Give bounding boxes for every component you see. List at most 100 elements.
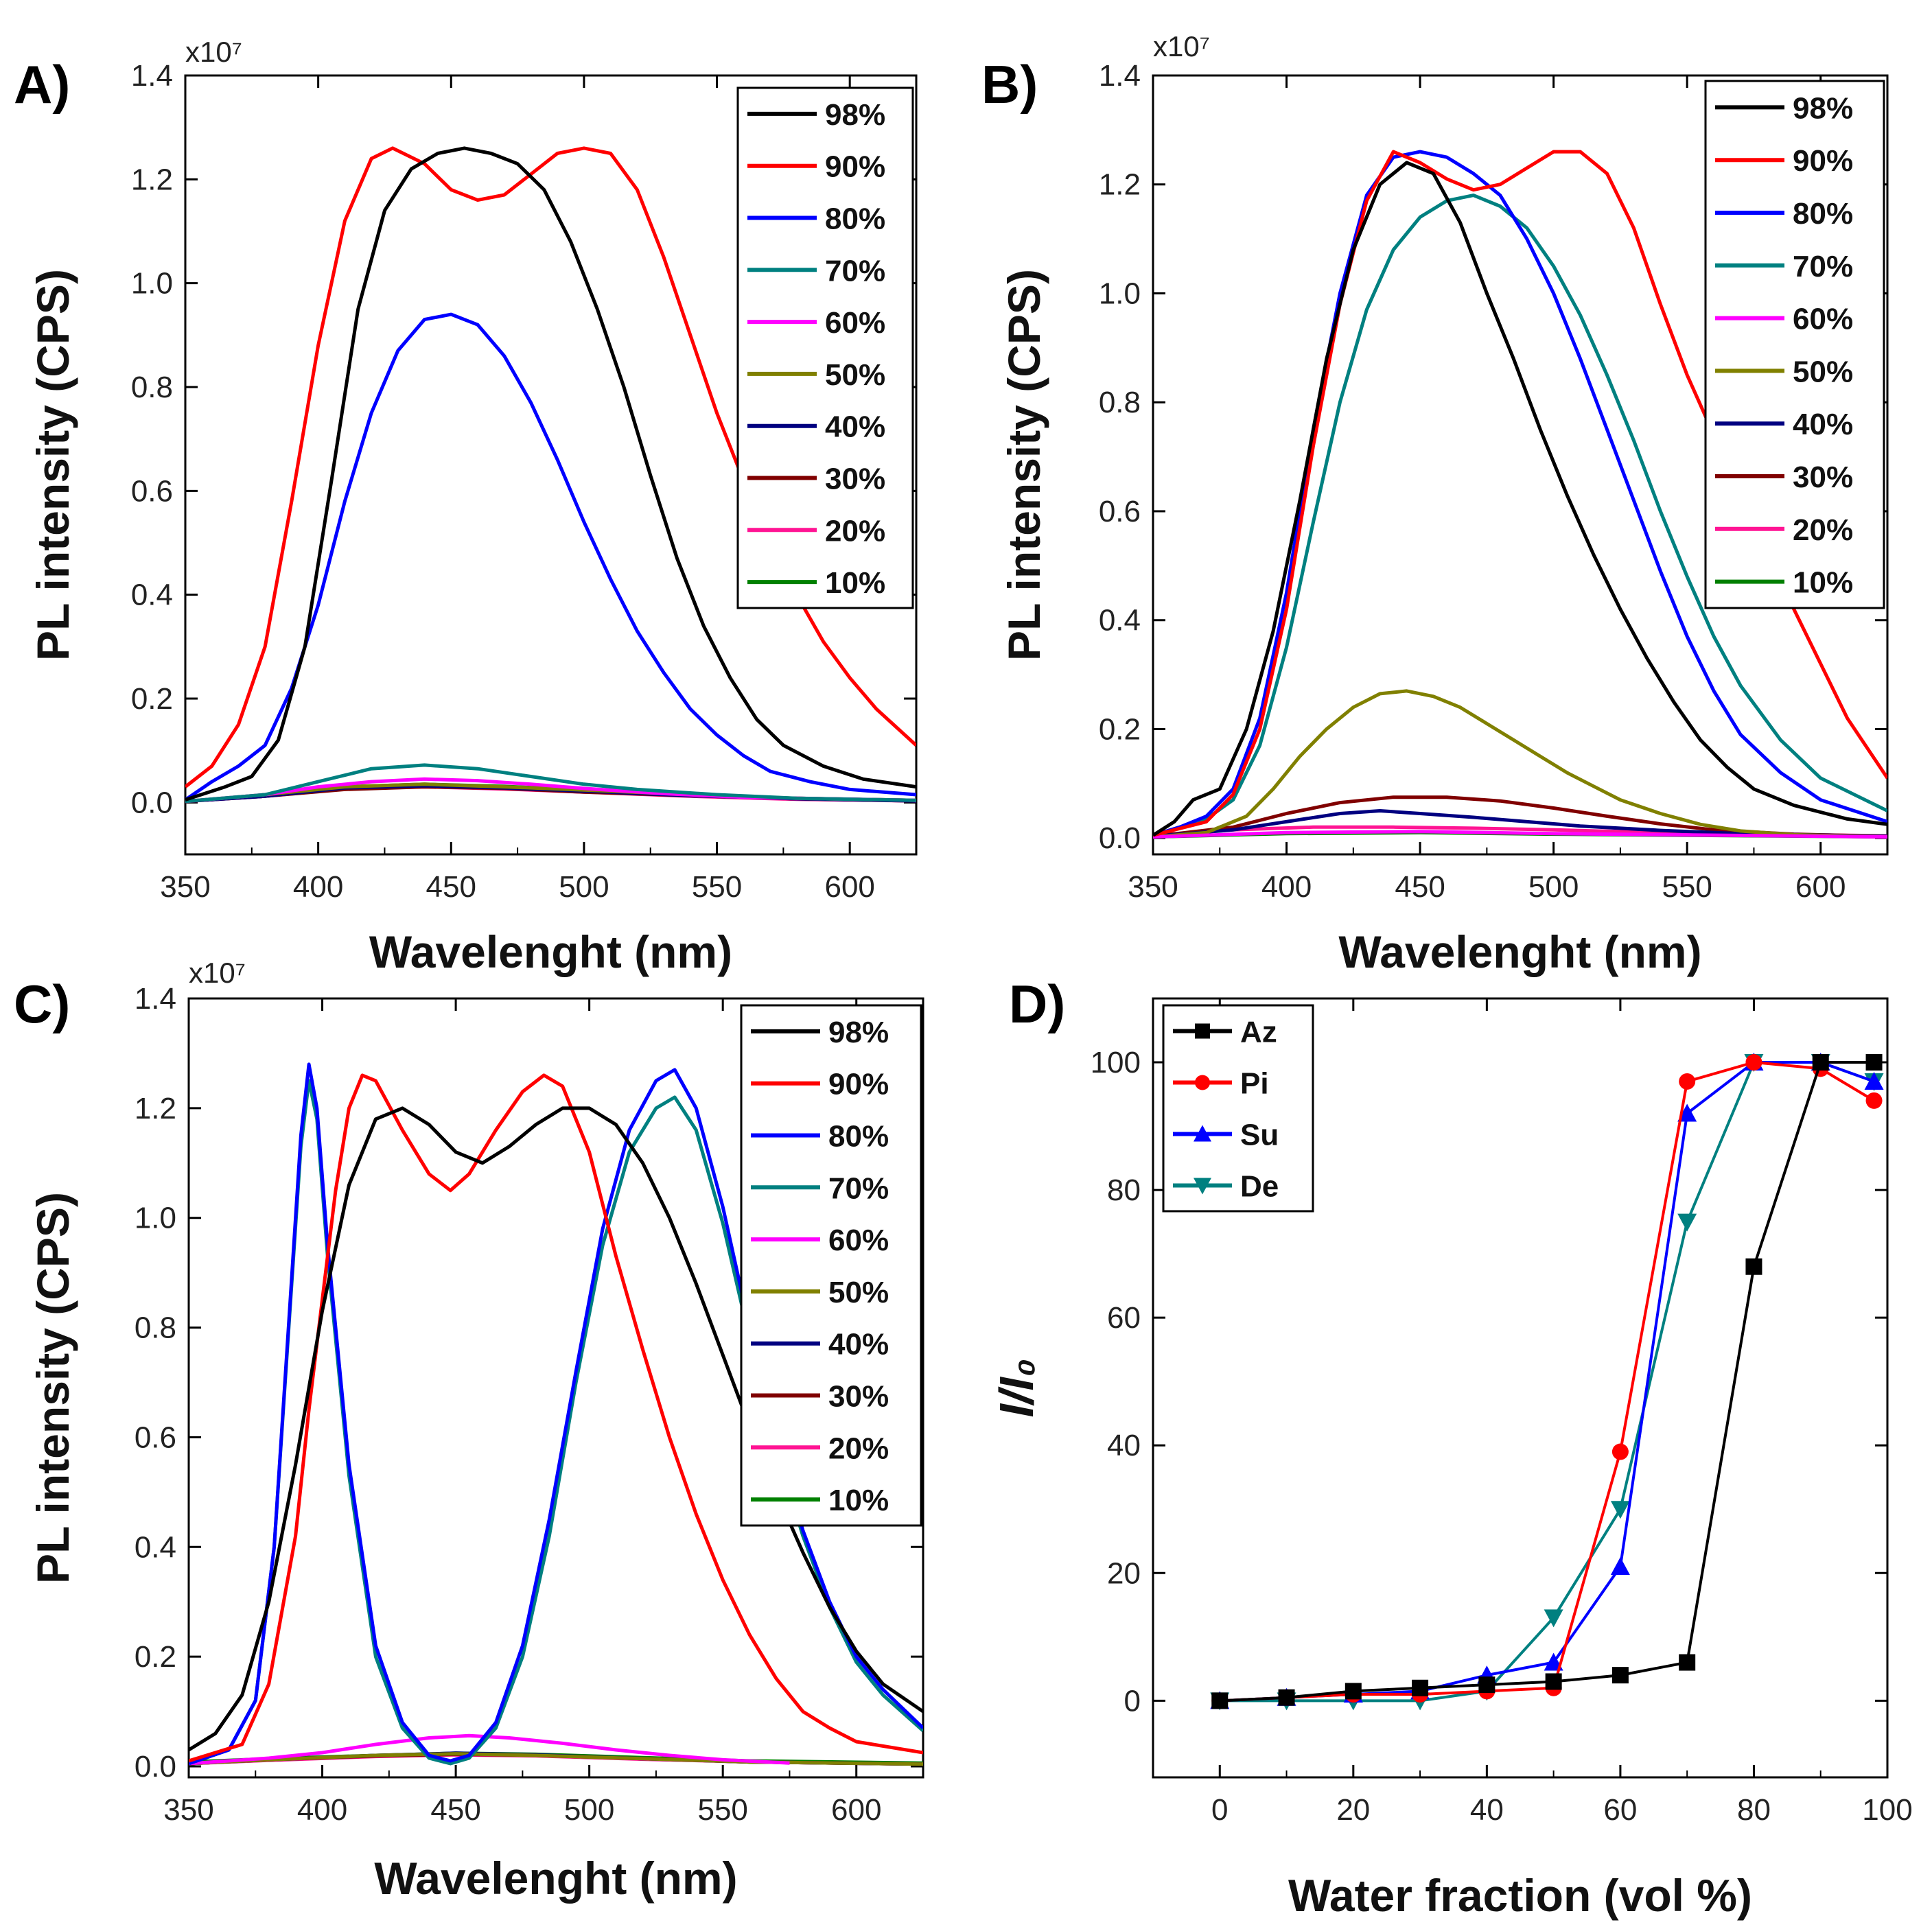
- series-line-60pct: [185, 777, 916, 804]
- y-tick-label: 1.2: [131, 163, 173, 196]
- y-tick-label: 0.0: [131, 786, 173, 819]
- y-tick-label: 1.2: [135, 1092, 176, 1125]
- x-tick-label: 80: [1737, 1793, 1771, 1827]
- y-tick-label: 0.2: [1099, 712, 1141, 746]
- x-axis-title: Water fraction (vol %): [1288, 1870, 1752, 1921]
- data-point: [1611, 1667, 1629, 1684]
- y-tick-label: 0.6: [1099, 495, 1141, 528]
- data-point: [1864, 1071, 1884, 1090]
- y-tick-label: 0.2: [131, 682, 173, 716]
- x-tick-label: 600: [1795, 870, 1846, 904]
- series-line-De: [1220, 1061, 1875, 1703]
- x-tick-label: 500: [564, 1793, 614, 1827]
- x-tick-label: 350: [1128, 870, 1178, 904]
- x-axis-title: Wavelenght (nm): [1338, 926, 1701, 977]
- series-group: [1210, 1053, 1884, 1711]
- x-tick-label: 550: [1662, 870, 1712, 904]
- legend-label: 98%: [828, 1016, 889, 1049]
- legend-label: 10%: [825, 566, 885, 600]
- legend: 98% 90% 80% 70% 60% 50% 40% 30% 20% 10%: [736, 86, 914, 609]
- y-tick-label: 0.4: [135, 1530, 176, 1564]
- series-line-Az: [1220, 1061, 1874, 1703]
- legend-label: 70%: [1793, 250, 1853, 283]
- legend-label: 20%: [825, 514, 885, 548]
- data-point: [1865, 1092, 1883, 1109]
- y-tick-label: 1.0: [131, 267, 173, 301]
- legend-label: 98%: [825, 98, 885, 132]
- y-tick-label: 0.6: [131, 474, 173, 508]
- legend-label: 60%: [828, 1224, 889, 1257]
- panel-letter: A): [14, 54, 70, 115]
- panel-letter: C): [14, 974, 70, 1034]
- series-line-80pct: [1153, 150, 1887, 837]
- legend-label: Az: [1240, 1016, 1277, 1049]
- legend-marker: [1195, 1023, 1210, 1039]
- y-tick-label: 0.6: [135, 1421, 176, 1454]
- legend-label: 60%: [1793, 303, 1853, 336]
- data-point: [1677, 1213, 1697, 1232]
- series-line-98pct: [185, 146, 916, 802]
- legend-label: De: [1240, 1170, 1279, 1204]
- legend-label: 40%: [825, 410, 885, 444]
- legend: Az Pi Su De: [1162, 1004, 1314, 1213]
- data-point: [1545, 1673, 1562, 1690]
- legend-label: 90%: [825, 150, 885, 184]
- y-tick-label: 60: [1107, 1301, 1141, 1335]
- series-line-98pct: [1153, 161, 1887, 837]
- axis-multiplier: x10⁷: [1153, 30, 1210, 62]
- y-tick-label: 0.4: [131, 578, 173, 612]
- data-point: [1679, 1073, 1696, 1090]
- y-tick-label: 0.8: [1099, 386, 1141, 419]
- panel-letter: D): [1009, 974, 1065, 1034]
- data-point: [1544, 1609, 1563, 1628]
- legend-label: 50%: [828, 1276, 889, 1309]
- data-point: [1345, 1683, 1362, 1700]
- y-tick-label: 1.4: [131, 59, 173, 93]
- legend: 98% 90% 80% 70% 60% 50% 40% 30% 20% 10%: [1704, 80, 1885, 609]
- x-tick-label: 350: [163, 1793, 213, 1827]
- x-tick-label: 450: [426, 870, 476, 904]
- legend-label: 80%: [825, 202, 885, 236]
- legend-marker: [1195, 1075, 1210, 1090]
- panel-a: A) x10⁷ 350 400 450 500 550 600 0.0 0.2 0.4 0.6 0.8 1…: [14, 36, 918, 977]
- x-tick-label: 0: [1211, 1793, 1228, 1827]
- legend-label: 80%: [828, 1120, 889, 1154]
- y-axis-title: PL intensity (CPS): [999, 269, 1049, 661]
- plot-frame: [1152, 997, 1889, 1779]
- legend-label: 90%: [1793, 144, 1853, 178]
- panel-b: B) x10⁷ 350 400 450 500 550 600 0.0 0.2 0.4 0.6 0.8 1…: [981, 30, 1889, 977]
- legend-box: [736, 86, 914, 609]
- y-axis-title: PL intensity (CPS): [27, 1192, 78, 1584]
- y-tick-label: 0.8: [131, 371, 173, 404]
- x-tick-label: 450: [1395, 870, 1445, 904]
- data-point: [1679, 1654, 1696, 1671]
- x-tick-label: 600: [831, 1793, 881, 1827]
- y-tick-label: 1.4: [1099, 59, 1141, 93]
- data-point: [1812, 1054, 1829, 1071]
- legend-label: 50%: [1793, 355, 1853, 388]
- y-tick-label: 1.0: [1099, 277, 1141, 310]
- legend-label: 70%: [828, 1171, 889, 1205]
- data-point: [1412, 1679, 1429, 1696]
- legend-label: 50%: [825, 358, 885, 392]
- series-line-30pct: [1153, 795, 1887, 839]
- x-tick-label: 550: [697, 1793, 747, 1827]
- y-tick-label: 1.4: [135, 982, 176, 1016]
- x-tick-label: 100: [1862, 1793, 1912, 1827]
- legend-box: [1704, 80, 1885, 609]
- legend-label: 40%: [1793, 408, 1853, 441]
- legend-label: 10%: [1793, 566, 1853, 600]
- y-tick-label: 0.4: [1099, 604, 1141, 638]
- x-tick-label: 60: [1603, 1793, 1637, 1827]
- legend-box: [740, 1004, 922, 1527]
- x-tick-label: 500: [559, 870, 609, 904]
- x-tick-label: 450: [430, 1793, 480, 1827]
- y-tick-label: 0.2: [135, 1640, 176, 1674]
- plot-frame: [1152, 74, 1889, 856]
- legend-marker: [1194, 1125, 1211, 1142]
- legend-label: Su: [1240, 1119, 1279, 1152]
- data-point: [1677, 1103, 1697, 1122]
- legend-label: 90%: [828, 1068, 889, 1101]
- panel-c: C) x10⁷ 350 400 450 500 550 600 0.0 0.2 0.4 0.6 0.8 1…: [14, 957, 924, 1904]
- x-tick-label: 350: [160, 870, 210, 904]
